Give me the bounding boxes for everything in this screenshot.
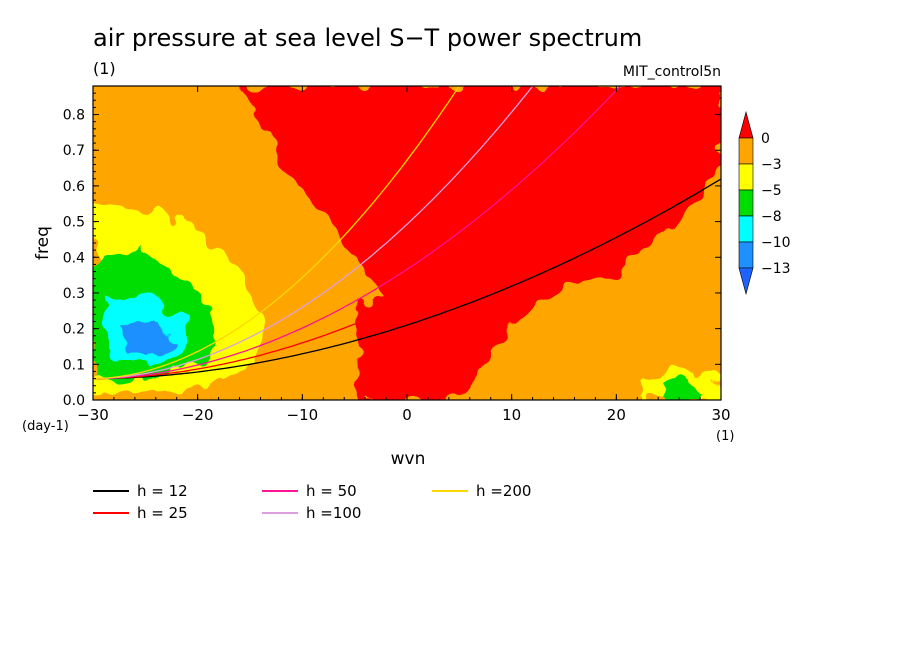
colorbar-bottom-arrow (738, 267, 754, 296)
field-region-red-upper (240, 86, 721, 400)
dispersion-curves (93, 86, 721, 380)
colorbar-cell (738, 241, 754, 269)
curve-h25 (93, 89, 721, 380)
colorbar-top-arrow (738, 110, 754, 139)
x-tick-label: −10 (287, 406, 319, 424)
dataset-label: MIT_control5n (623, 64, 721, 80)
colorbar-cell (738, 163, 754, 191)
y-tick-label: 0.7 (63, 143, 85, 159)
colorbar-label: −10 (761, 235, 791, 251)
colorbar-cell (738, 137, 754, 165)
x-units-label: (1) (716, 429, 734, 444)
y-tick-label: 0.4 (63, 250, 85, 266)
colorbar-label: 0 (761, 131, 770, 147)
curve-h12 (93, 178, 721, 380)
field-region-red-left (355, 300, 410, 400)
legend-label: h =100 (306, 504, 361, 522)
y-tick-label: 0.6 (63, 179, 85, 195)
x-axis: −30 −20 −10 0 10 20 30 (77, 86, 731, 424)
x-tick-label: 0 (402, 406, 412, 424)
chart-title: air pressure at sea level S−T power spec… (93, 24, 642, 52)
field-region-blue (125, 320, 172, 358)
y-tick-label: 0.3 (63, 286, 85, 302)
colorbar-cell (738, 215, 754, 243)
plot-area (93, 86, 721, 400)
y-tick-label: 0.5 (63, 215, 85, 231)
x-tick-label: 30 (711, 406, 730, 424)
legend-label: h = 12 (137, 482, 188, 500)
units-label: (1) (93, 59, 116, 78)
curve-h200 (93, 86, 461, 380)
y-axis: 0.0 0.1 0.2 0.3 0.4 0.5 0.6 0.7 0.8 (63, 85, 721, 409)
field-region-green-right (660, 380, 705, 400)
colorbar: 0 −3 −5 −8 −10 −13 (738, 110, 791, 296)
colorbar-label: −3 (761, 157, 782, 173)
x-tick-label: −20 (182, 406, 214, 424)
legend: h = 12 h = 25 h = 50 h =100 h =200 (93, 482, 531, 522)
colorbar-label: −5 (761, 183, 782, 199)
y-tick-label: 0.0 (63, 393, 85, 409)
colorbar-cell (738, 189, 754, 217)
y-axis-label: freq (33, 226, 53, 260)
x-tick-label: −30 (77, 406, 109, 424)
y-tick-label: 0.8 (63, 108, 85, 124)
y-units-label: (day-1) (22, 419, 69, 434)
y-tick-label: 0.2 (63, 322, 85, 338)
legend-label: h = 25 (137, 504, 188, 522)
colorbar-label: −13 (761, 261, 791, 277)
legend-label: h =200 (476, 482, 531, 500)
spectrum-field (93, 86, 721, 400)
x-axis-label: wvn (391, 449, 426, 469)
x-tick-label: 10 (502, 406, 521, 424)
curve-h100 (93, 86, 534, 380)
y-tick-label: 0.1 (63, 357, 85, 373)
x-tick-label: 20 (607, 406, 626, 424)
legend-label: h = 50 (306, 482, 357, 500)
colorbar-label: −8 (761, 209, 782, 225)
